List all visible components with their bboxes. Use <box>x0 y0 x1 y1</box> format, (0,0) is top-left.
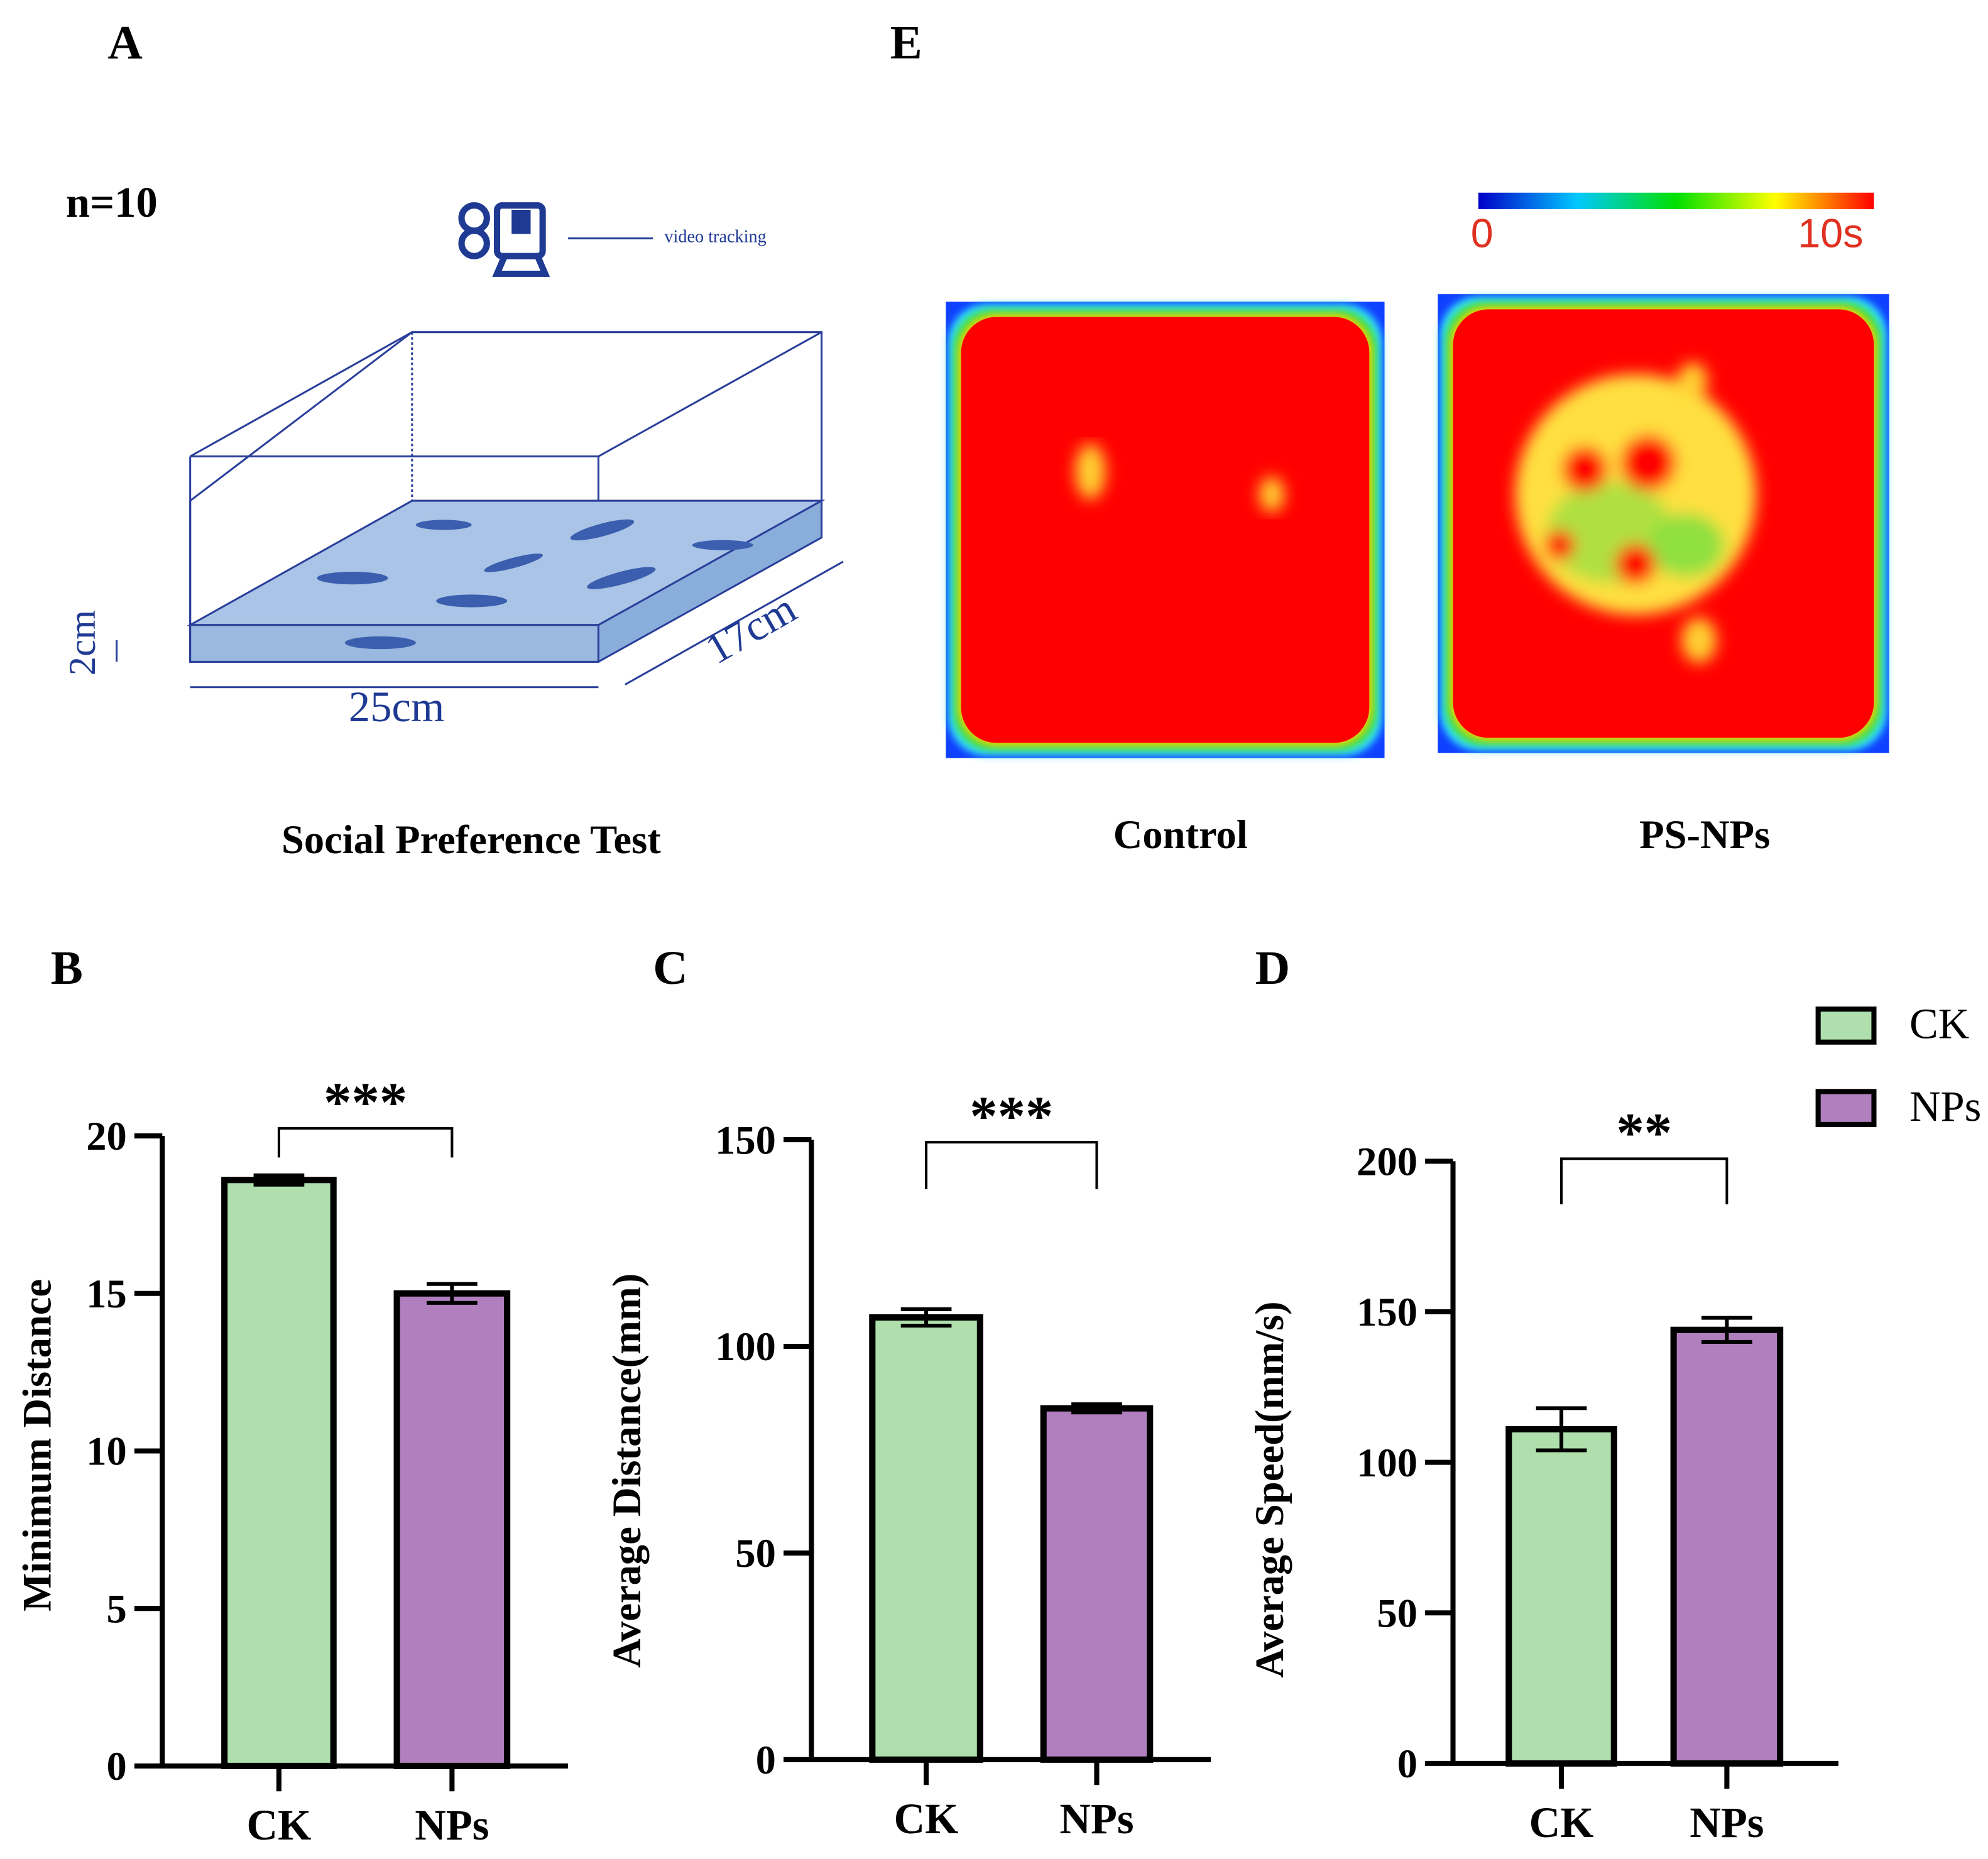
y-tick-label: 50 <box>735 1530 776 1576</box>
bar-ck <box>1505 1426 1617 1767</box>
colorbar-min-label: 0 <box>1470 210 1494 256</box>
y-tick-label: 50 <box>1377 1590 1417 1635</box>
y-axis-label-b: Minimum Distance <box>14 1279 60 1611</box>
heatmap-control-label: Control <box>1113 811 1248 858</box>
bar-nps <box>1670 1326 1784 1767</box>
legend-label: NPs <box>1909 1084 1982 1131</box>
x-tick-label: CK <box>1529 1799 1594 1846</box>
y-tick-label: 100 <box>715 1324 776 1369</box>
x-tick-label: CK <box>894 1795 959 1843</box>
colorbar <box>1478 192 1874 209</box>
colorbar-max-label: 10s <box>1798 210 1864 256</box>
legend-item-ck: CK <box>1815 1001 1970 1050</box>
x-tick-label: CK <box>246 1801 311 1849</box>
significance-bracket-c <box>925 1141 1098 1189</box>
y-tick-label: 200 <box>1357 1139 1417 1184</box>
y-axis-label-c: Average Distance(mm) <box>604 1273 649 1668</box>
legend-swatch-nps <box>1815 1089 1877 1127</box>
y-axis-label-d: Average Speed(mm/s) <box>1247 1301 1292 1677</box>
bar-ck <box>869 1314 983 1763</box>
tank-width-label: 25cm <box>348 684 445 732</box>
legend-label: CK <box>1909 1001 1970 1049</box>
y-tick-label: 100 <box>1357 1440 1417 1485</box>
panel-label-e: E <box>890 16 922 70</box>
bar-nps <box>393 1290 511 1769</box>
video-tracking-label: video tracking <box>664 228 767 248</box>
significance-bracket-b <box>277 1126 454 1158</box>
heatmap-ps-nps-label: PS-NPs <box>1639 811 1771 858</box>
y-tick-label: 5 <box>107 1586 127 1631</box>
panel-label-c: C <box>653 942 688 996</box>
y-tick-label: 0 <box>107 1743 127 1789</box>
y-tick-label: 10 <box>86 1429 127 1474</box>
panel-a-caption: Social Preference Test <box>281 816 661 863</box>
x-tick-label: NPs <box>1059 1795 1133 1843</box>
y-tick-label: 20 <box>86 1113 127 1158</box>
y-tick-label: 0 <box>1397 1741 1417 1786</box>
significance-stars-b: *** <box>324 1072 407 1133</box>
panel-label-b: B <box>50 942 83 996</box>
sample-size-label: n=10 <box>65 180 158 227</box>
bar-nps <box>1040 1405 1154 1763</box>
y-tick-label: 0 <box>756 1737 776 1782</box>
camera-icon <box>458 202 550 277</box>
x-tick-label: NPs <box>1690 1799 1764 1846</box>
y-tick-label: 150 <box>1357 1289 1417 1334</box>
legend-swatch-ck <box>1815 1006 1877 1045</box>
bar-ck <box>221 1177 337 1769</box>
tank-diagram <box>116 202 844 689</box>
x-tick-label: NPs <box>415 1801 489 1849</box>
significance-stars-d: ** <box>1616 1102 1672 1164</box>
y-tick-label: 15 <box>86 1271 127 1316</box>
significance-stars-c: *** <box>969 1086 1053 1147</box>
heatmap-ps-nps <box>1438 294 1889 753</box>
heatmap-control <box>946 302 1385 758</box>
y-tick-label: 150 <box>715 1117 776 1162</box>
panel-label-a: A <box>107 16 143 70</box>
significance-bracket-d <box>1560 1157 1729 1205</box>
heatmaps <box>946 192 1889 758</box>
panel-label-d: D <box>1255 942 1291 996</box>
fish-icons <box>317 519 753 650</box>
legend-item-nps: NPs <box>1815 1084 1982 1132</box>
